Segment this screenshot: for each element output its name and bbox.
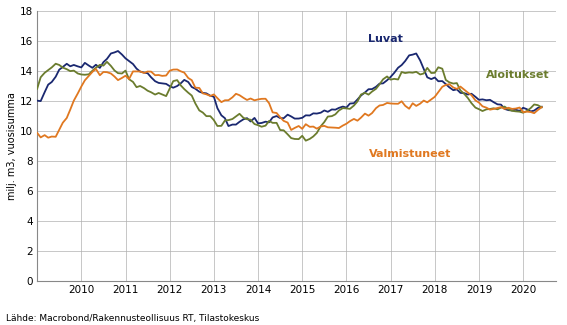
Text: Valmistuneet: Valmistuneet	[369, 149, 451, 159]
Text: Lähde: Macrobond/Rakennusteollisuus RT, Tilastokeskus: Lähde: Macrobond/Rakennusteollisuus RT, …	[6, 314, 259, 323]
Text: Aloitukset: Aloitukset	[485, 71, 549, 81]
Text: Luvat: Luvat	[369, 34, 403, 45]
Y-axis label: milj. m3, vuosisumma: milj. m3, vuosisumma	[7, 92, 17, 200]
